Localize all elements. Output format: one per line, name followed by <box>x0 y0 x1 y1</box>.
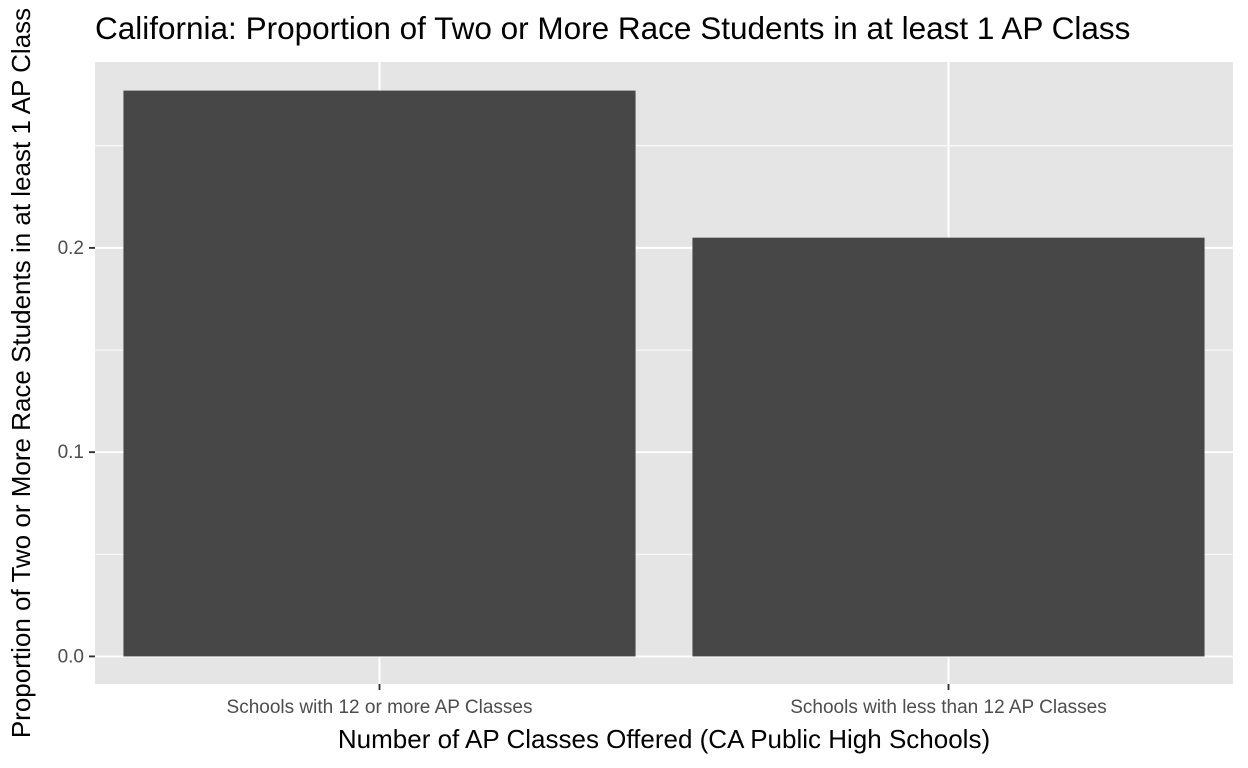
y-axis-ticks: 0.0 0.1 0.2 <box>58 238 95 667</box>
x-tick-label: Schools with 12 or more AP Classes <box>227 697 533 718</box>
bar <box>692 237 1205 657</box>
y-tick-label: 0.1 <box>58 442 84 463</box>
x-axis-ticks: Schools with 12 or more AP Classes School… <box>227 684 1107 718</box>
y-axis-title: Proportion of Two or More Race Students … <box>6 8 36 738</box>
y-tick-label: 0.0 <box>58 646 84 667</box>
y-tick-label: 0.2 <box>58 238 84 259</box>
x-tick-label: Schools with less than 12 AP Classes <box>790 697 1107 718</box>
bars <box>123 90 1205 657</box>
chart-title: California: Proportion of Two or More Ra… <box>95 10 1130 46</box>
bar <box>123 90 636 657</box>
x-axis-title: Number of AP Classes Offered (CA Public … <box>338 724 990 754</box>
